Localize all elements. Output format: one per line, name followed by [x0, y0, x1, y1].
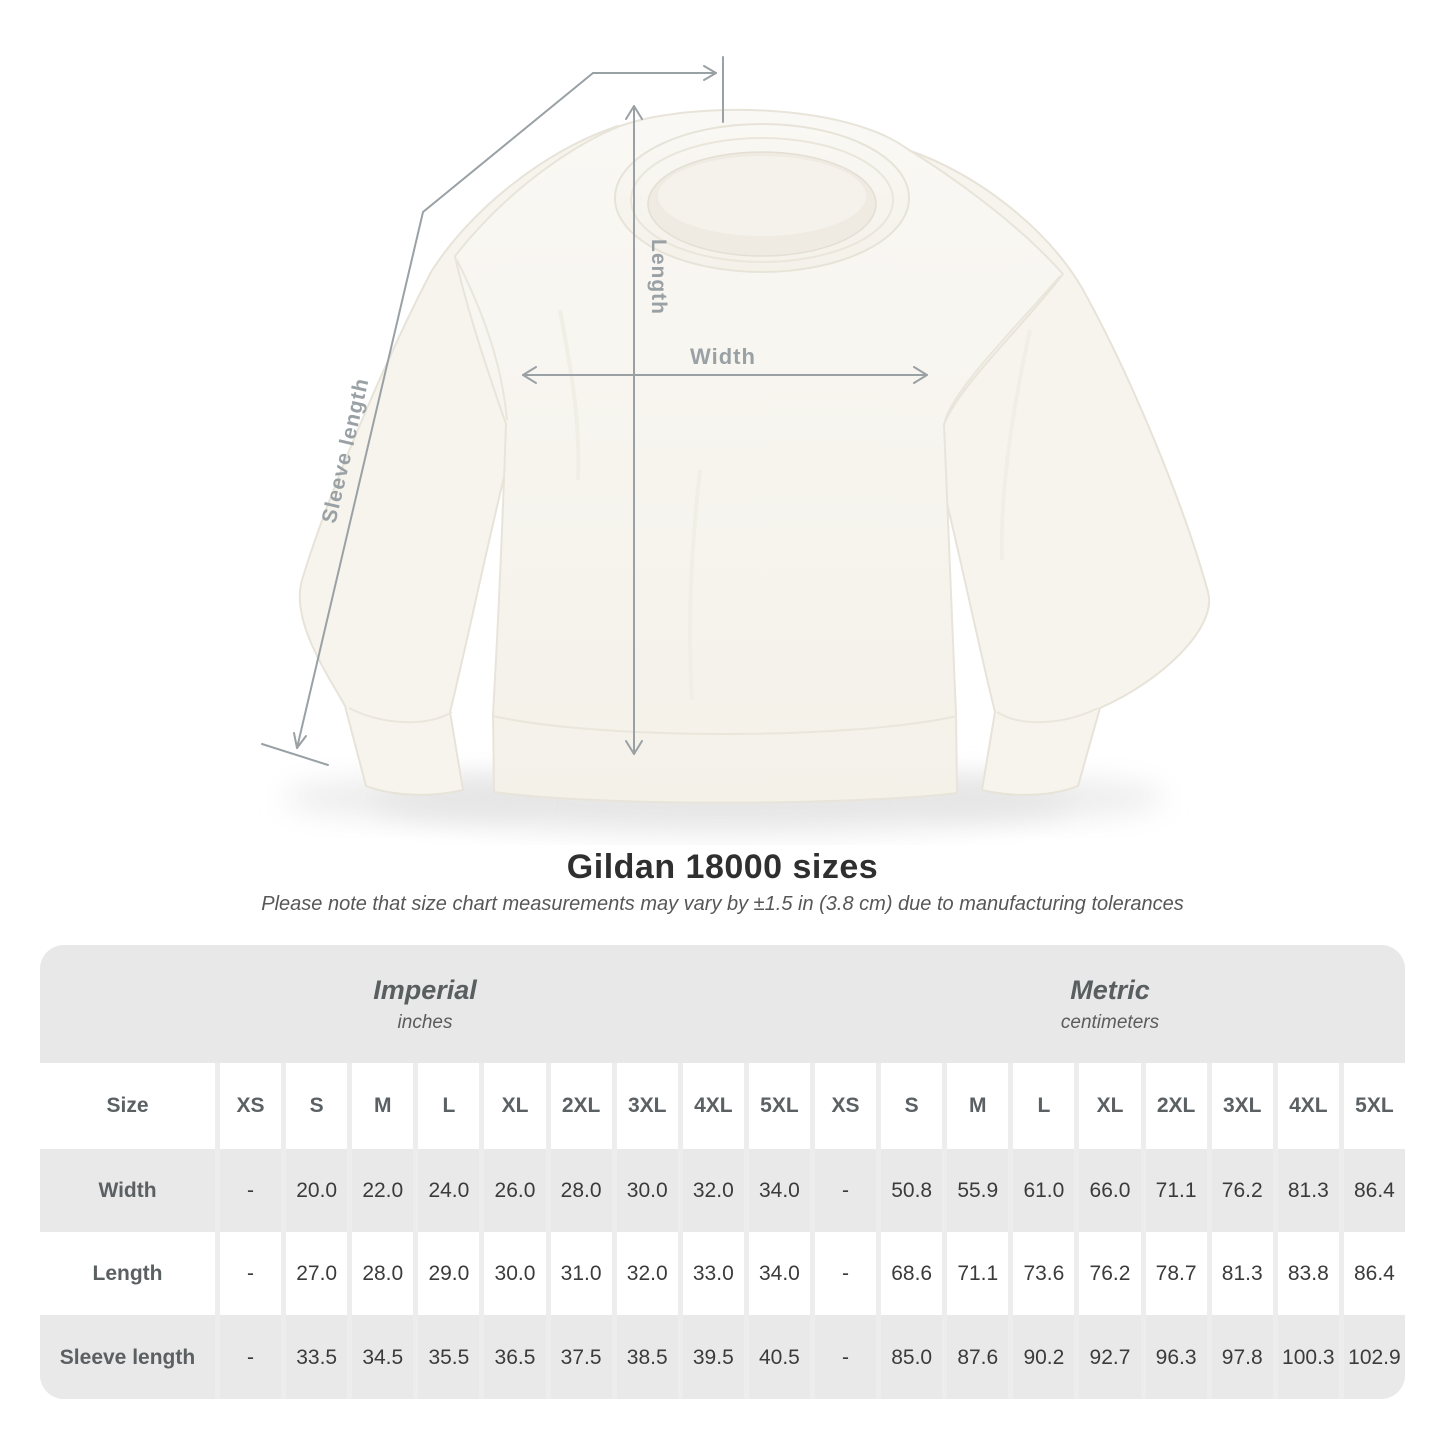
row-label: Length: [40, 1232, 215, 1315]
value-cell: 35.5: [418, 1315, 480, 1399]
metric-label: Metric: [1070, 974, 1150, 1005]
value-cell: 66.0: [1079, 1149, 1141, 1232]
size-header: 4XL: [682, 1063, 744, 1149]
metric-unit: centimeters: [1060, 1011, 1160, 1033]
value-cell: 55.9: [947, 1149, 1009, 1232]
garment-seams: [348, 259, 1099, 735]
value-cell: 28.0: [550, 1149, 612, 1232]
table-row-width: Width - 20.0 22.0 24.0 26.0 28.0 30.0 32…: [40, 1149, 1405, 1232]
sweatshirt-body: [454, 108, 1064, 804]
value-cell: 40.5: [748, 1315, 810, 1399]
unit-band: Imperial inches Metric centimeters: [40, 945, 1405, 1063]
value-cell: 22.0: [352, 1149, 414, 1232]
value-cell: 37.5: [550, 1315, 612, 1399]
value-cell: 39.5: [682, 1315, 744, 1399]
value-cell: 32.0: [616, 1232, 678, 1315]
value-cell: 26.0: [484, 1149, 546, 1232]
value-cell: 78.7: [1145, 1232, 1207, 1315]
value-cell: 61.0: [1013, 1149, 1075, 1232]
value-cell: 85.0: [881, 1315, 943, 1399]
imperial-section-header: Imperial inches: [40, 945, 810, 1063]
value-cell: 81.3: [1211, 1232, 1273, 1315]
value-cell: 71.1: [947, 1232, 1009, 1315]
value-cell: 100.3: [1277, 1315, 1339, 1399]
value-cell: 73.6: [1013, 1232, 1075, 1315]
size-header-row: Size XS S M L XL 2XL 3XL 4XL 5XL XS S M …: [40, 1063, 1405, 1149]
value-cell: 76.2: [1079, 1232, 1141, 1315]
size-header: XL: [484, 1063, 546, 1149]
size-header: XL: [1079, 1063, 1141, 1149]
tolerance-note: Please note that size chart measurements…: [261, 893, 1184, 915]
size-header: S: [286, 1063, 348, 1149]
value-cell: 28.0: [352, 1232, 414, 1315]
size-column-header: Size: [40, 1063, 215, 1149]
metric-section-header: Metric centimeters: [815, 945, 1405, 1063]
value-cell: 87.6: [947, 1315, 1009, 1399]
value-cell: 30.0: [616, 1149, 678, 1232]
size-header: L: [1013, 1063, 1075, 1149]
value-cell: 90.2: [1013, 1315, 1075, 1399]
cuff-tick: [261, 743, 329, 766]
value-cell: 92.7: [1079, 1315, 1141, 1399]
sweatshirt-measurement-diagram: Length Width Sleeve length: [261, 56, 1211, 832]
value-cell: 20.0: [286, 1149, 348, 1232]
value-cell: -: [814, 1149, 877, 1232]
value-cell: 81.3: [1277, 1149, 1339, 1232]
value-cell: -: [220, 1232, 282, 1315]
value-cell: 86.4: [1343, 1232, 1405, 1315]
size-header: 2XL: [550, 1063, 612, 1149]
size-header: M: [947, 1063, 1009, 1149]
value-cell: 34.0: [748, 1232, 810, 1315]
table-row-length: Length - 27.0 28.0 29.0 30.0 31.0 32.0 3…: [40, 1232, 1405, 1315]
size-header: 3XL: [1211, 1063, 1273, 1149]
size-header: 5XL: [1343, 1063, 1405, 1149]
row-label: Width: [40, 1149, 215, 1232]
value-cell: 68.6: [881, 1232, 943, 1315]
imperial-label: Imperial: [373, 974, 477, 1005]
value-cell: 83.8: [1277, 1232, 1339, 1315]
value-cell: 27.0: [286, 1232, 348, 1315]
value-cell: 86.4: [1343, 1149, 1405, 1232]
size-header: 3XL: [616, 1063, 678, 1149]
measurement-arrows: [261, 56, 928, 766]
size-header: M: [352, 1063, 414, 1149]
length-label: Length: [647, 239, 670, 315]
value-cell: 34.0: [748, 1149, 810, 1232]
imperial-unit: inches: [397, 1011, 453, 1033]
size-header: XS: [814, 1063, 877, 1149]
value-cell: 102.9: [1343, 1315, 1405, 1399]
collar: [614, 123, 910, 273]
size-header: 4XL: [1277, 1063, 1339, 1149]
value-cell: 32.0: [682, 1149, 744, 1232]
value-cell: 24.0: [418, 1149, 480, 1232]
value-cell: -: [814, 1315, 877, 1399]
value-cell: 96.3: [1145, 1315, 1207, 1399]
size-header: XS: [220, 1063, 282, 1149]
value-cell: 29.0: [418, 1232, 480, 1315]
value-cell: 71.1: [1145, 1149, 1207, 1232]
row-label: Sleeve length: [40, 1315, 215, 1399]
size-header: 2XL: [1145, 1063, 1207, 1149]
value-cell: 33.0: [682, 1232, 744, 1315]
value-cell: -: [814, 1232, 877, 1315]
value-cell: -: [220, 1315, 282, 1399]
size-header: S: [881, 1063, 943, 1149]
value-cell: 30.0: [484, 1232, 546, 1315]
value-cell: 97.8: [1211, 1315, 1273, 1399]
value-cell: 34.5: [352, 1315, 414, 1399]
table-row-sleeve-length: Sleeve length - 33.5 34.5 35.5 36.5 37.5…: [40, 1315, 1405, 1399]
value-cell: 38.5: [616, 1315, 678, 1399]
page-title: Gildan 18000 sizes: [566, 848, 879, 886]
size-header: 5XL: [748, 1063, 810, 1149]
value-cell: -: [220, 1149, 282, 1232]
value-cell: 50.8: [881, 1149, 943, 1232]
value-cell: 36.5: [484, 1315, 546, 1399]
width-label: Width: [690, 344, 756, 369]
value-cell: 31.0: [550, 1232, 612, 1315]
size-table: Imperial inches Metric centimeters Size …: [40, 945, 1405, 1399]
size-header: L: [418, 1063, 480, 1149]
value-cell: 76.2: [1211, 1149, 1273, 1232]
value-cell: 33.5: [286, 1315, 348, 1399]
